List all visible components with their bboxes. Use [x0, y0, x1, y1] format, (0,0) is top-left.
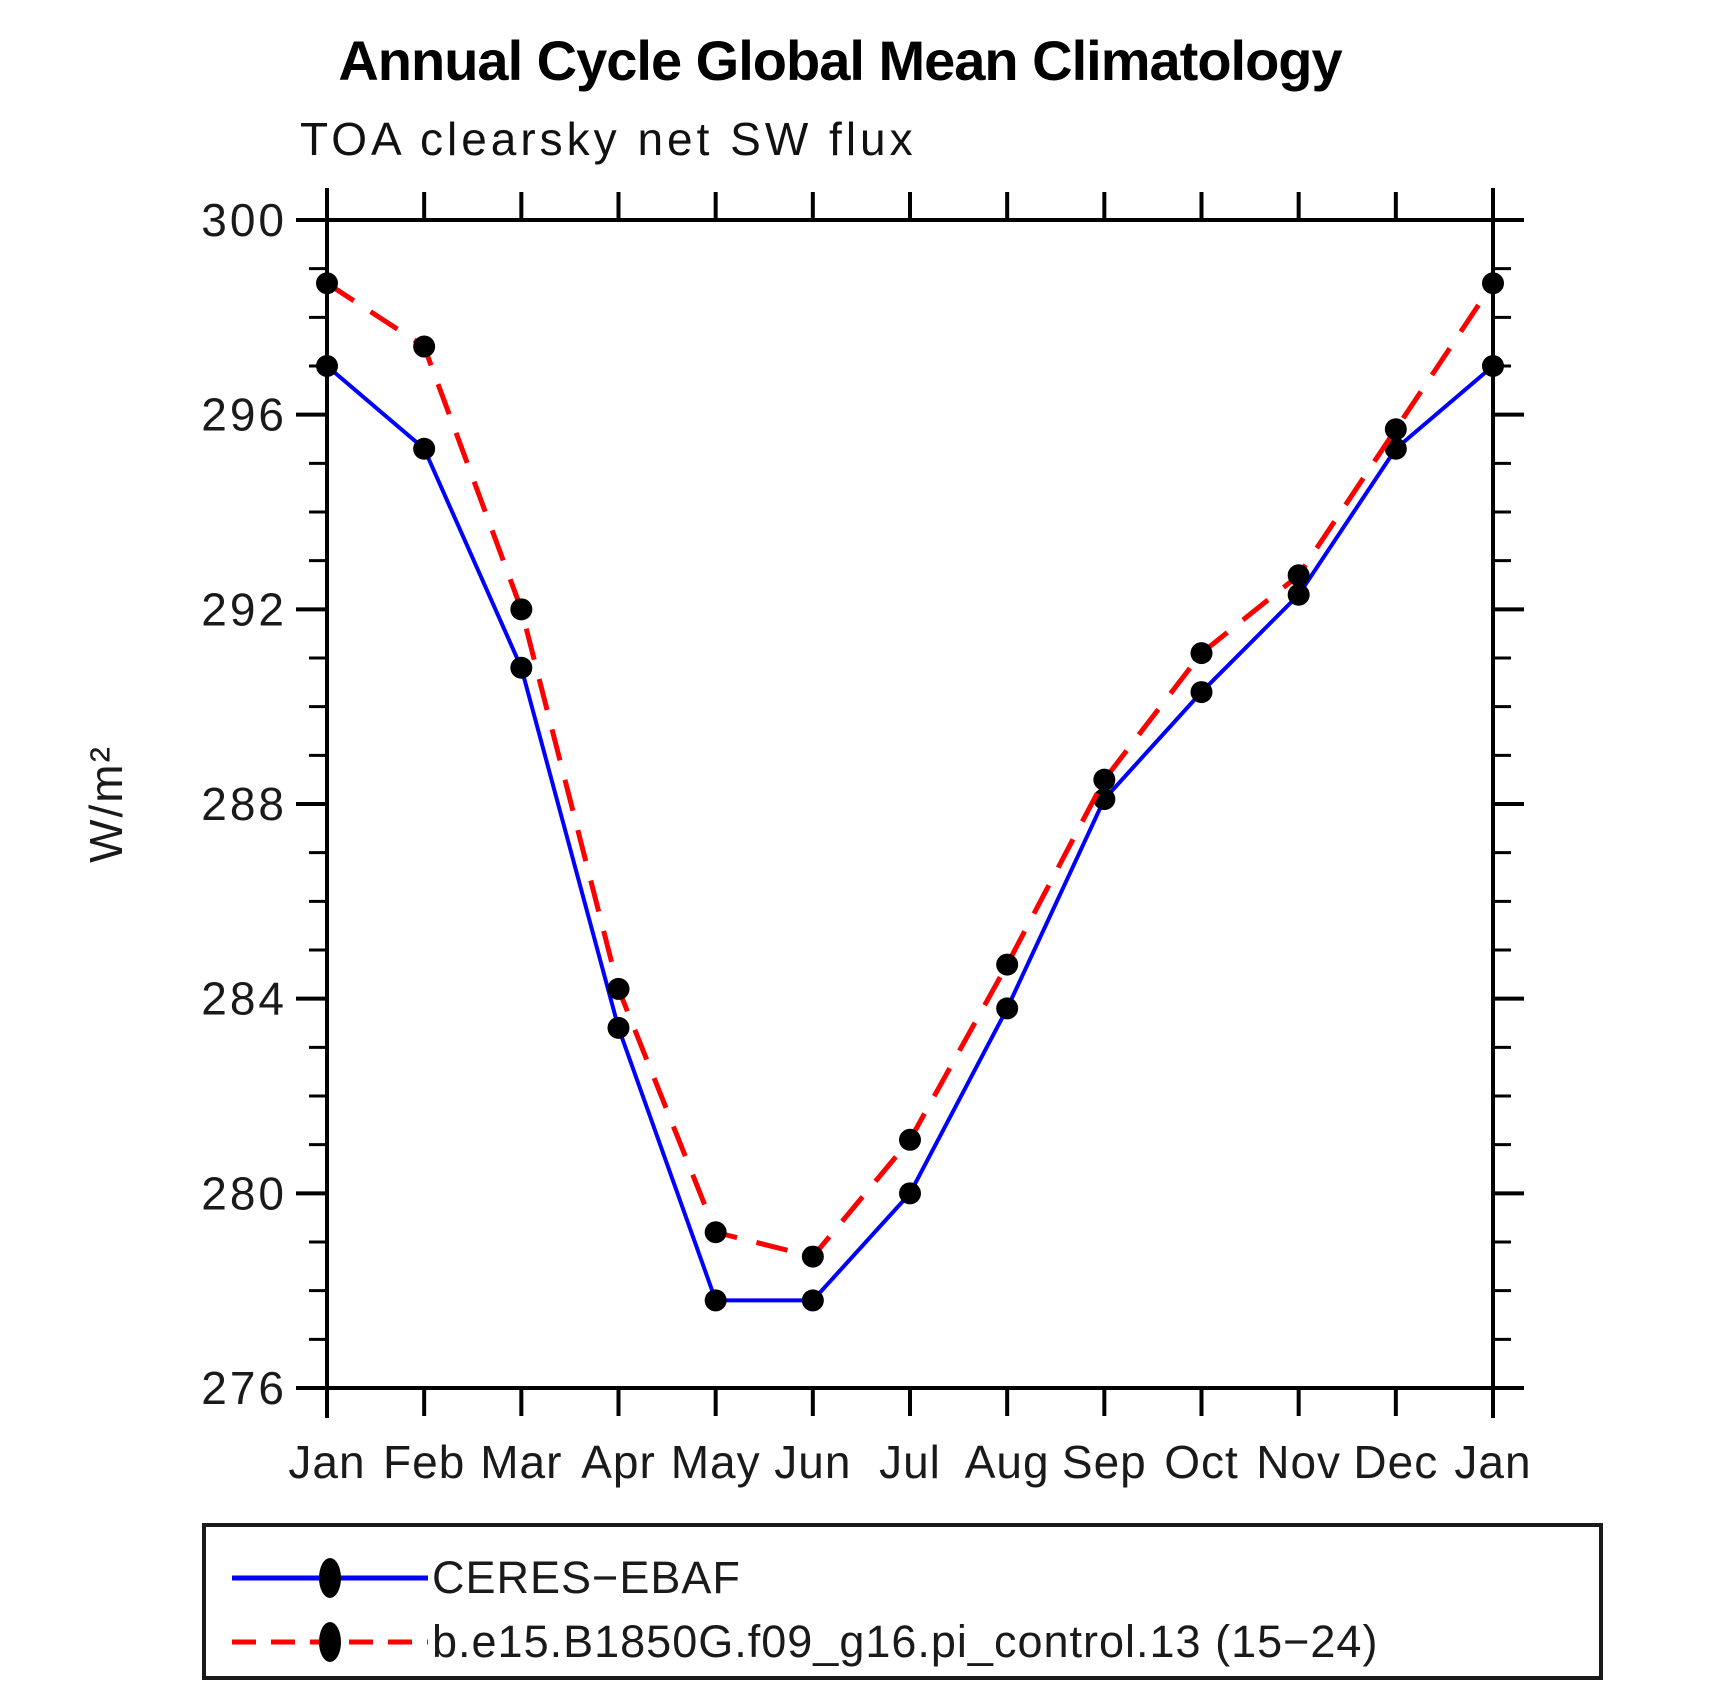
legend-label: CERES−EBAF: [432, 1552, 741, 1603]
y-tick-label: 300: [201, 194, 287, 246]
data-point: [1287, 583, 1310, 606]
x-tick-label: Sep: [1062, 1436, 1147, 1488]
x-tick-label: Nov: [1256, 1436, 1341, 1488]
y-tick-label: 276: [201, 1362, 287, 1414]
chart-legend: CERES−EBAF b.e15.B1850G.f09_g16.pi_contr…: [202, 1523, 1603, 1680]
legend-item-observation: CERES−EBAF: [230, 1546, 1599, 1610]
data-point: [801, 1289, 824, 1312]
chart-canvas: 276 280 284 288 292 296 300 Jan Feb Mar Apr May Jun J…: [80, 188, 1531, 1488]
data-point: [1384, 437, 1407, 460]
data-point: [899, 1182, 921, 1205]
legend-item-model: b.e15.B1850G.f09_g16.pi_control.13 (15−2…: [230, 1610, 1599, 1674]
data-point: [1482, 272, 1504, 295]
legend-sample-marker: [319, 1622, 341, 1662]
x-tick-label: May: [671, 1436, 761, 1488]
data-point: [801, 1245, 824, 1268]
y-tick-label: 296: [201, 389, 287, 441]
legend-sample-marker: [319, 1558, 341, 1598]
x-tick-label: Mar: [480, 1436, 562, 1488]
data-point: [704, 1289, 727, 1312]
data-point: [607, 977, 630, 1000]
x-tick-label: Feb: [383, 1436, 465, 1488]
y-tick-label: 292: [201, 583, 287, 635]
x-tick-label: Jun: [774, 1436, 851, 1488]
data-point: [1384, 418, 1407, 441]
page-title: Annual Cycle Global Mean Climatology: [338, 29, 1342, 92]
series-line-0: [325, 364, 1495, 1303]
data-point: [899, 1128, 921, 1151]
y-tick-label: 284: [201, 973, 287, 1025]
legend-label: b.e15.B1850G.f09_g16.pi_control.13 (15−2…: [432, 1616, 1379, 1667]
y-tick-label: 280: [201, 1167, 287, 1219]
data-point: [1190, 642, 1213, 665]
data-point: [413, 437, 436, 460]
y-tick-label: 288: [201, 778, 287, 830]
data-point: [413, 335, 436, 358]
data-point: [704, 1221, 727, 1244]
data-point: [1482, 355, 1504, 377]
data-point: [510, 656, 533, 679]
chart-subtitle: TOA clearsky net SW flux: [300, 113, 917, 165]
series-line-1: [325, 281, 1496, 1260]
x-tick-label: Jan: [1454, 1436, 1531, 1488]
x-tick-label: Aug: [965, 1436, 1050, 1488]
legend-line-sample-dashed: [232, 1622, 428, 1662]
data-point: [510, 598, 533, 621]
x-tick-label: Jan: [288, 1436, 365, 1488]
x-tick-label: Apr: [581, 1436, 656, 1488]
data-point: [607, 1016, 630, 1039]
data-point: [996, 953, 1019, 976]
data-point: [316, 355, 338, 377]
x-tick-label: Jul: [879, 1436, 941, 1488]
data-point: [1093, 788, 1116, 811]
data-point: [316, 272, 338, 295]
data-point: [996, 997, 1019, 1020]
y-axis-label: W/m²: [80, 745, 132, 863]
data-point: [1190, 681, 1213, 704]
x-tick-label: Dec: [1353, 1436, 1438, 1488]
x-tick-label: Oct: [1164, 1436, 1239, 1488]
legend-line-sample-solid: [232, 1558, 428, 1598]
data-point: [1287, 564, 1310, 587]
data-point: [1093, 768, 1116, 791]
